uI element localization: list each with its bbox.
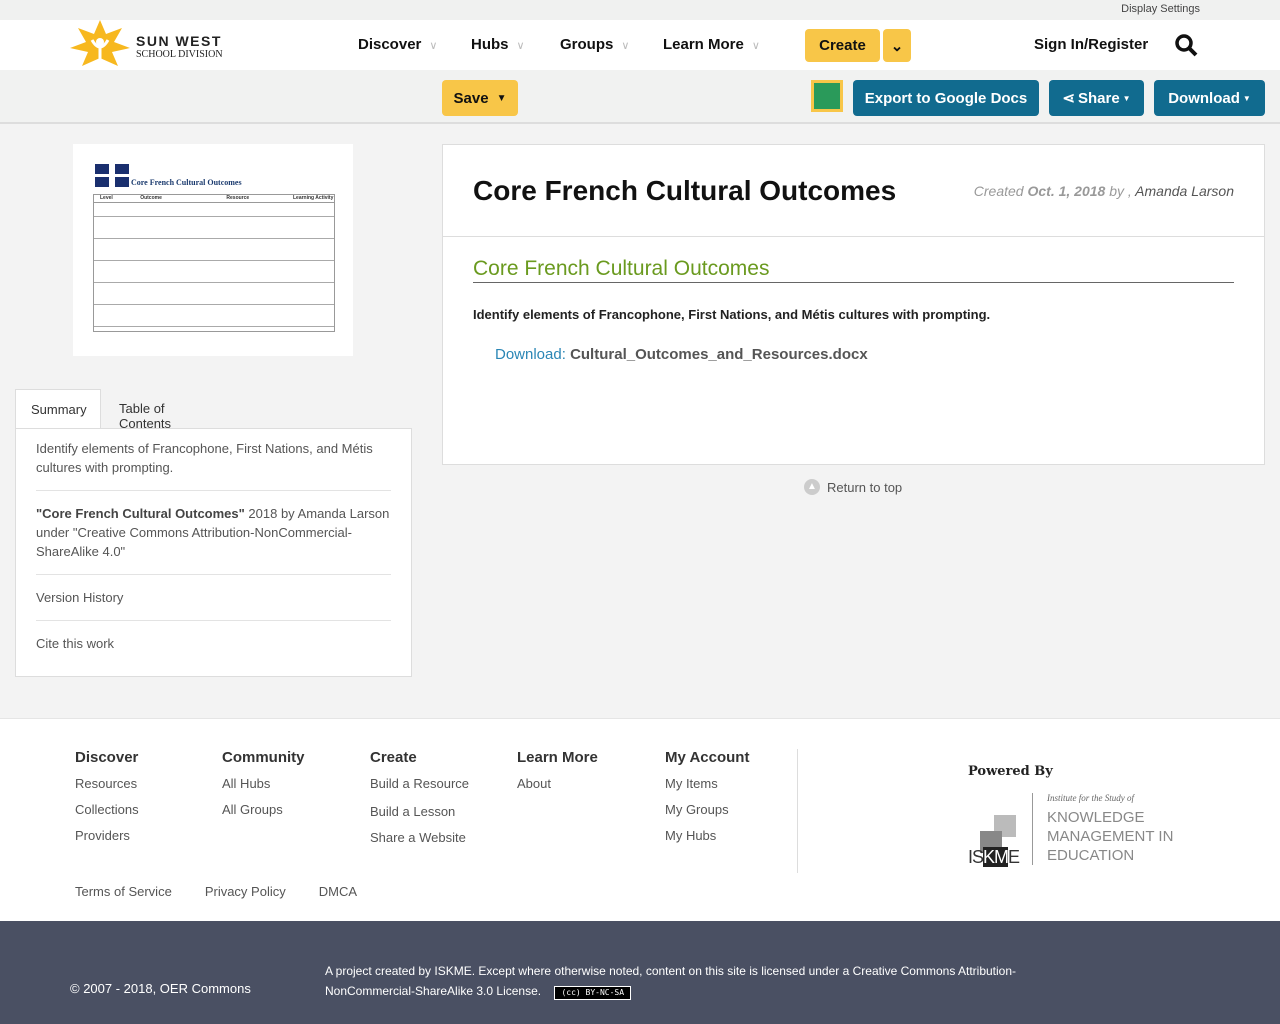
footer-col-discover: Discover Resources Collections Providers: [75, 749, 139, 843]
license-text: A project created by ISKME. Except where…: [325, 964, 1017, 1000]
summary-description: Identify elements of Francophone, First …: [36, 441, 373, 475]
top-bar: Display Settings: [0, 0, 1280, 20]
legal-links: Terms of Service Privacy Policy DMCA: [75, 884, 358, 899]
resource-thumbnail[interactable]: Core French Cultural Outcomes Level Outco…: [73, 144, 353, 356]
citation: "Core French Cultural Outcomes" 2018 by …: [36, 506, 390, 559]
nav-groups[interactable]: Groups ∨: [560, 36, 630, 53]
chevron-down-icon: ⌄: [890, 37, 904, 55]
create-button[interactable]: Create: [805, 29, 880, 62]
cite-this-work-link[interactable]: Cite this work: [36, 636, 115, 651]
section-title: Core French Cultural Outcomes: [473, 257, 1234, 283]
created-meta: Created Oct. 1, 2018 by , Amanda Larson: [973, 183, 1234, 199]
tab-summary[interactable]: Summary: [15, 389, 101, 430]
version-history-link[interactable]: Version History: [36, 590, 124, 605]
sun-logo-icon: [70, 20, 130, 66]
nav-discover[interactable]: Discover ∨: [358, 36, 438, 53]
save-button[interactable]: Save ▼: [442, 80, 518, 116]
display-settings-link[interactable]: Display Settings: [1121, 3, 1200, 15]
create-dropdown-button[interactable]: ⌄: [883, 29, 911, 62]
arrow-up-circle-icon: ▲: [804, 479, 820, 495]
download-button[interactable]: Download ▼: [1154, 80, 1265, 116]
nav-hubs[interactable]: Hubs ∨: [471, 36, 525, 53]
summary-panel: Identify elements of Francophone, First …: [15, 428, 412, 677]
export-google-docs-button[interactable]: Export to Google Docs: [853, 80, 1039, 116]
footer-col-create: Create Build a Resource Build a Lesson Shar…: [370, 749, 469, 845]
main-nav: SUN WEST SCHOOL DIVISION Discover ∨ Hubs ∨…: [0, 20, 1280, 70]
resource-toolbar: Save ▼ Export to Google Docs ⋖ Share ▼ Down…: [0, 70, 1280, 124]
resource-card: Core French Cultural Outcomes Created Oc…: [442, 144, 1265, 465]
tab-table-of-contents[interactable]: Table of Contents: [119, 401, 172, 431]
share-button[interactable]: ⋖ Share ▼: [1049, 80, 1144, 116]
cc-license-badge[interactable]: (cc) BY-NC-SA: [554, 986, 632, 1000]
copyright: © 2007 - 2018, OER Commons: [70, 981, 251, 996]
page-title: Core French Cultural Outcomes: [473, 175, 897, 206]
footer-col-learn-more: Learn More About: [517, 749, 598, 791]
google-classroom-icon[interactable]: [811, 80, 843, 112]
footer-col-my-account: My Account My Items My Groups My Hubs: [665, 749, 750, 843]
resource-description: Identify elements of Francophone, First …: [473, 307, 991, 322]
iskme-logo[interactable]: ISKME Institute for the Study of KNOWLED…: [968, 793, 1174, 867]
logo[interactable]: SUN WEST SCHOOL DIVISION: [70, 20, 240, 70]
sign-in-link[interactable]: Sign In/Register: [1034, 36, 1149, 53]
nav-learn-more[interactable]: Learn More ∨: [663, 36, 760, 53]
download-file[interactable]: Download: Cultural_Outcomes_and_Resource…: [495, 346, 868, 363]
share-icon: ⋖: [1062, 90, 1075, 107]
footer: Discover Resources Collections Providers Co…: [0, 718, 1280, 921]
return-to-top-link[interactable]: ▲ Return to top: [804, 479, 902, 495]
search-icon[interactable]: [1174, 33, 1198, 57]
footer-col-community: Community All Hubs All Groups: [222, 749, 305, 817]
author-link[interactable]: Amanda Larson: [1135, 183, 1234, 199]
bottom-bar: © 2007 - 2018, OER Commons A project cre…: [0, 921, 1280, 1024]
